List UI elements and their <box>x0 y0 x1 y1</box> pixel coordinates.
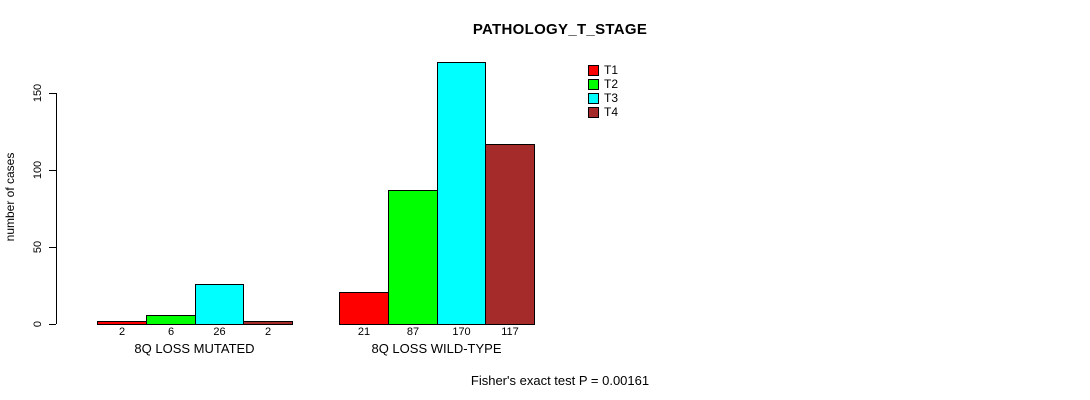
y-tick-label: 0 <box>32 320 44 328</box>
footnote-text: Fisher's exact test P = 0.00161 <box>470 373 650 388</box>
bar-t4-group1 <box>243 321 293 325</box>
legend-label: T1 <box>604 63 619 77</box>
legend-swatch-t2 <box>588 78 599 90</box>
bar-t2-group1 <box>146 315 196 325</box>
legend-swatch-t3 <box>588 92 599 104</box>
chart-title: PATHOLOGY_T_STAGE <box>472 21 648 38</box>
y-tick-label: 50 <box>32 240 44 254</box>
bar-t4-group2 <box>485 144 535 325</box>
legend-item-t3: T3 <box>588 91 618 105</box>
y-axis-label: number of cases <box>3 152 17 242</box>
bar-t1-group1 <box>97 321 147 325</box>
legend-label: T4 <box>604 105 619 119</box>
legend: T1 T2 T3 T4 <box>588 63 618 119</box>
y-tick-mark <box>49 324 56 325</box>
legend-item-t2: T2 <box>588 77 618 91</box>
y-tick-label: 100 <box>32 160 44 180</box>
bar-value-label: 170 <box>452 326 471 338</box>
legend-swatch-t4 <box>588 106 599 118</box>
bar-t2-group2 <box>388 190 438 325</box>
y-tick-mark <box>49 247 56 248</box>
bar-value-label: 87 <box>406 326 420 338</box>
legend-item-t1: T1 <box>588 63 618 77</box>
legend-swatch-t1 <box>588 64 599 76</box>
legend-label: T2 <box>604 77 619 91</box>
y-axis-line <box>56 93 57 324</box>
bar-t3-group1 <box>195 284 244 325</box>
legend-item-t4: T4 <box>588 105 618 119</box>
bar-value-label: 26 <box>213 326 226 338</box>
bar-t3-group2 <box>437 62 486 325</box>
bar-value-label: 6 <box>167 326 175 338</box>
bar-t1-group2 <box>339 292 389 325</box>
group-label: 8Q LOSS MUTATED <box>134 341 255 356</box>
bar-value-label: 2 <box>118 326 126 338</box>
group-label: 8Q LOSS WILD-TYPE <box>371 341 502 356</box>
y-tick-label: 150 <box>32 83 44 103</box>
legend-label: T3 <box>604 91 619 105</box>
bar-value-label: 117 <box>501 326 519 338</box>
bar-value-label: 2 <box>264 326 272 338</box>
y-tick-mark <box>49 170 56 171</box>
y-tick-mark <box>49 93 56 94</box>
bar-value-label: 21 <box>357 326 371 338</box>
